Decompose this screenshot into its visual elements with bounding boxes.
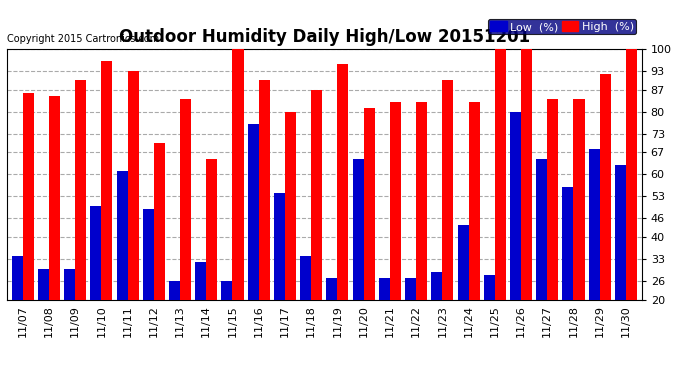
Bar: [573, 99, 584, 300]
Bar: [405, 278, 416, 300]
Bar: [180, 99, 191, 300]
Bar: [195, 262, 206, 300]
Bar: [75, 80, 86, 300]
Bar: [128, 71, 139, 300]
Bar: [457, 225, 469, 300]
Bar: [562, 187, 573, 300]
Bar: [49, 96, 60, 300]
Bar: [416, 102, 427, 300]
Bar: [353, 159, 364, 300]
Bar: [431, 272, 442, 300]
Bar: [64, 268, 75, 300]
Bar: [390, 102, 401, 300]
Bar: [364, 108, 375, 300]
Bar: [547, 99, 558, 300]
Bar: [536, 159, 547, 300]
Bar: [600, 74, 611, 300]
Bar: [12, 256, 23, 300]
Bar: [615, 165, 626, 300]
Bar: [23, 93, 34, 300]
Bar: [469, 102, 480, 300]
Legend: Low  (%), High  (%): Low (%), High (%): [488, 19, 636, 34]
Bar: [521, 49, 532, 300]
Text: Copyright 2015 Cartronics.com: Copyright 2015 Cartronics.com: [7, 34, 159, 44]
Bar: [337, 64, 348, 300]
Bar: [38, 268, 49, 300]
Bar: [259, 80, 270, 300]
Bar: [117, 171, 128, 300]
Bar: [442, 80, 453, 300]
Bar: [589, 149, 600, 300]
Bar: [101, 61, 112, 300]
Bar: [143, 209, 154, 300]
Bar: [484, 275, 495, 300]
Bar: [285, 112, 296, 300]
Bar: [154, 143, 165, 300]
Bar: [300, 256, 311, 300]
Bar: [495, 49, 506, 300]
Bar: [169, 281, 180, 300]
Bar: [510, 112, 521, 300]
Bar: [221, 281, 233, 300]
Title: Outdoor Humidity Daily High/Low 20151201: Outdoor Humidity Daily High/Low 20151201: [119, 28, 530, 46]
Bar: [379, 278, 390, 300]
Bar: [90, 206, 101, 300]
Bar: [233, 49, 244, 300]
Bar: [311, 90, 322, 300]
Bar: [274, 193, 285, 300]
Bar: [248, 124, 259, 300]
Bar: [626, 49, 637, 300]
Bar: [326, 278, 337, 300]
Bar: [206, 159, 217, 300]
